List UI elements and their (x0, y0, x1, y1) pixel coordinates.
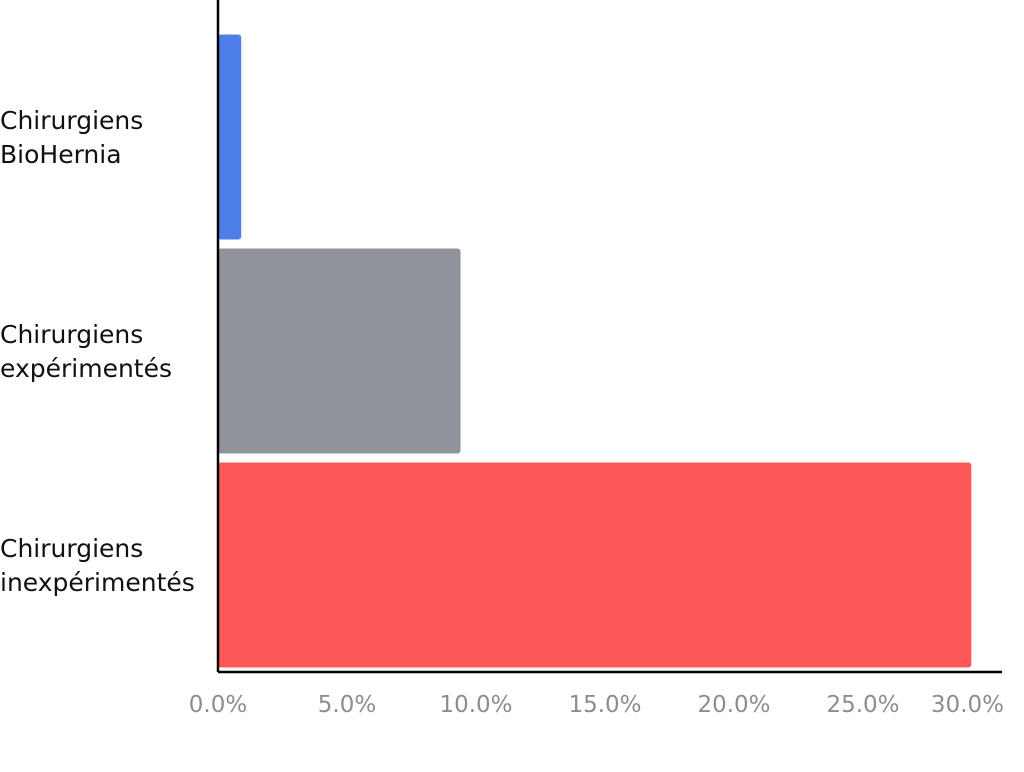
x-tick-label: 5.0% (318, 692, 376, 718)
x-tick-labels: 0.0% 5.0% 10.0% 15.0% 20.0% 25.0% 30.0% (189, 692, 1004, 718)
x-tick-label: 20.0% (697, 692, 770, 718)
x-tick-label: 15.0% (568, 692, 641, 718)
category-label-line: inexpérimentés (0, 568, 195, 597)
x-tick-label: 30.0% (931, 692, 1004, 718)
category-label-line: expérimentés (0, 354, 172, 383)
bar-1 (218, 248, 461, 454)
category-label-1: Chirurgiens expérimentés (0, 320, 172, 383)
x-tick-label: 0.0% (189, 692, 247, 718)
category-label-0: Chirurgiens BioHernia (0, 106, 143, 169)
bars-layer (218, 34, 972, 668)
category-label-line: BioHernia (0, 140, 122, 169)
category-label-line: Chirurgiens (0, 106, 143, 135)
category-label-2: Chirurgiens inexpérimentés (0, 534, 195, 597)
x-tick-label: 10.0% (439, 692, 512, 718)
bar-2 (218, 462, 972, 668)
category-label-line: Chirurgiens (0, 534, 143, 563)
category-labels: Chirurgiens BioHernia Chirurgiens expérimen… (0, 106, 195, 597)
category-label-line: Chirurgiens (0, 320, 143, 349)
x-tick-label: 25.0% (826, 692, 899, 718)
bar-0 (218, 34, 242, 240)
